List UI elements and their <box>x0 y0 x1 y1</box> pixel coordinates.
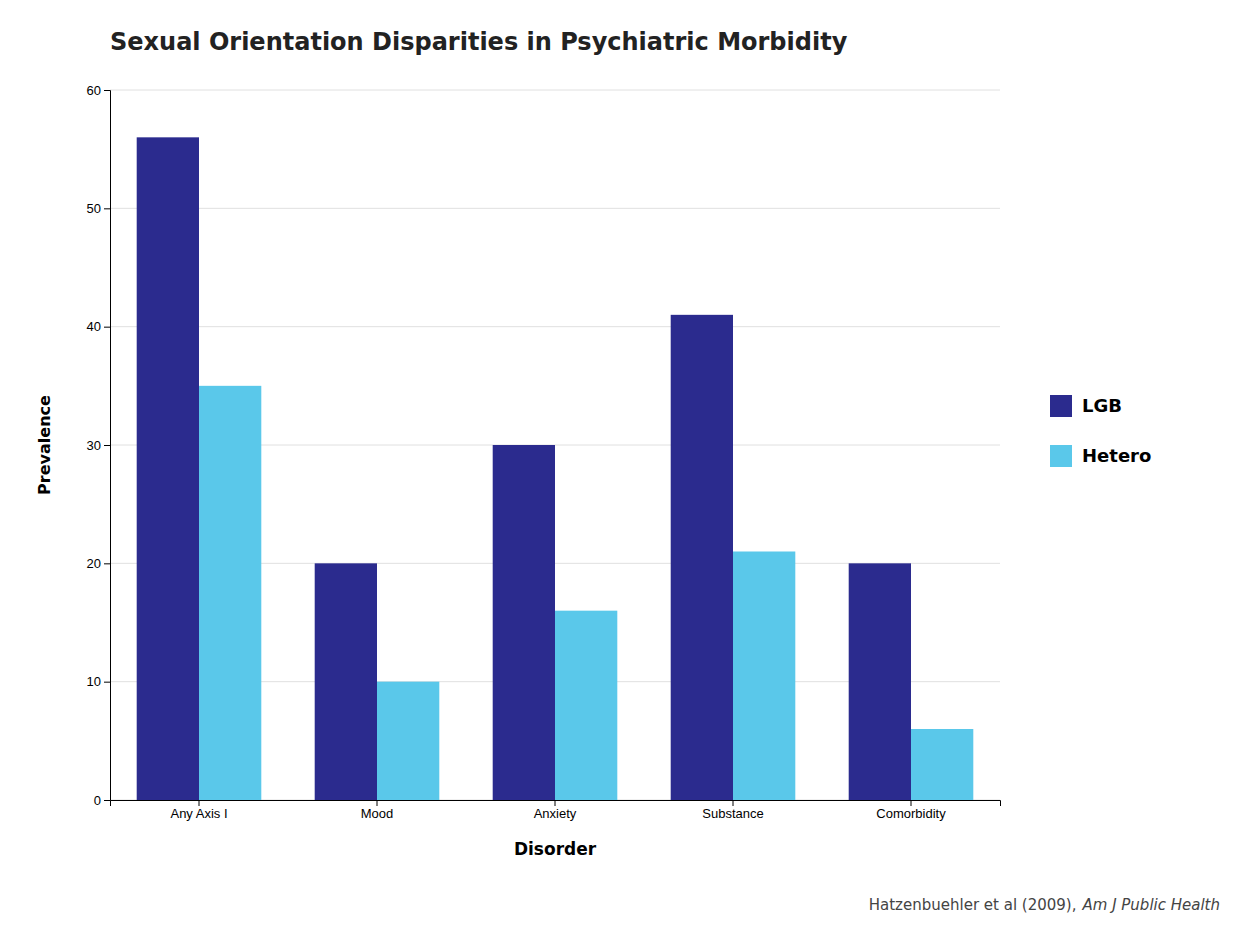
citation: Hatzenbuehler et al (2009),Am J Public H… <box>869 896 1220 914</box>
title: Sexual Orientation Disparities in Psychi… <box>110 28 848 56</box>
series <box>199 386 973 800</box>
annotation: Am J Public Health <box>1081 896 1220 914</box>
legend-swatch <box>1050 445 1072 467</box>
tick-mark <box>104 800 110 801</box>
tick: 0 <box>94 793 110 808</box>
tick-mark <box>911 800 912 806</box>
bars <box>137 137 974 800</box>
bar <box>315 563 377 800</box>
tick-label: Any Axis I <box>170 806 227 821</box>
tick-mark <box>377 800 378 806</box>
tick-mark <box>104 445 110 446</box>
tick: 40 <box>87 319 110 334</box>
y-axis-title: Prevalence <box>35 395 54 495</box>
bar <box>555 611 617 800</box>
tick-mark <box>104 208 110 209</box>
tick-mark <box>104 90 110 91</box>
bar <box>377 682 439 800</box>
bar <box>849 563 911 800</box>
y-axis: 0 10 20 30 40 50 60 <box>87 83 111 808</box>
bar <box>733 552 795 801</box>
tick: 10 <box>87 674 110 689</box>
tick-label: 40 <box>87 319 101 334</box>
legend-label: Hetero <box>1082 445 1151 466</box>
tick: Comorbidity <box>876 800 946 821</box>
tick-label: 30 <box>87 438 101 453</box>
axis-line <box>111 801 1001 807</box>
chart: Sexual Orientation Disparities in Psychi… <box>0 0 1260 950</box>
grid-line <box>110 208 1000 209</box>
x-axis-title: Disorder <box>514 839 597 859</box>
tick-label: Anxiety <box>534 806 577 821</box>
tick-mark <box>555 800 556 806</box>
axis-line <box>104 91 111 801</box>
series <box>137 137 911 800</box>
bar <box>137 137 199 800</box>
plot: 0 10 20 30 40 50 60 Any Axis I Mood Anxiety Substa… <box>35 83 1151 859</box>
bar <box>911 729 973 800</box>
tick: 20 <box>87 556 110 571</box>
bar <box>671 315 733 800</box>
annotation: Hatzenbuehler et al (2009), <box>869 896 1077 914</box>
tick-mark <box>733 800 734 806</box>
grid-line <box>110 90 1000 91</box>
tick-label: Comorbidity <box>876 806 946 821</box>
x-axis: Any Axis I Mood Anxiety Substance Comorbidit… <box>111 800 1001 821</box>
tick: Any Axis I <box>170 800 227 821</box>
tick-label: Substance <box>702 806 763 821</box>
legend-item: LGB <box>1050 395 1122 417</box>
tick-mark <box>104 682 110 683</box>
tick: Substance <box>702 800 763 821</box>
tick: Mood <box>361 800 394 821</box>
tick-mark <box>104 327 110 328</box>
legend-swatch <box>1050 395 1072 417</box>
tick: Anxiety <box>534 800 577 821</box>
tick-label: 0 <box>94 793 101 808</box>
grid <box>110 90 1000 800</box>
legend: LGB Hetero <box>1050 395 1151 467</box>
tick-label: 10 <box>87 674 101 689</box>
tick: 30 <box>87 438 110 453</box>
tick-mark <box>199 800 200 806</box>
legend-label: LGB <box>1082 395 1122 416</box>
bar <box>199 386 261 800</box>
tick: 60 <box>87 83 110 98</box>
tick-label: 20 <box>87 556 101 571</box>
bar <box>493 445 555 800</box>
tick-label: 50 <box>87 201 101 216</box>
tick: 50 <box>87 201 110 216</box>
legend-item: Hetero <box>1050 445 1151 467</box>
grid-line <box>110 326 1000 327</box>
tick-label: Mood <box>361 806 394 821</box>
tick-label: 60 <box>87 83 101 98</box>
tick-mark <box>104 563 110 564</box>
